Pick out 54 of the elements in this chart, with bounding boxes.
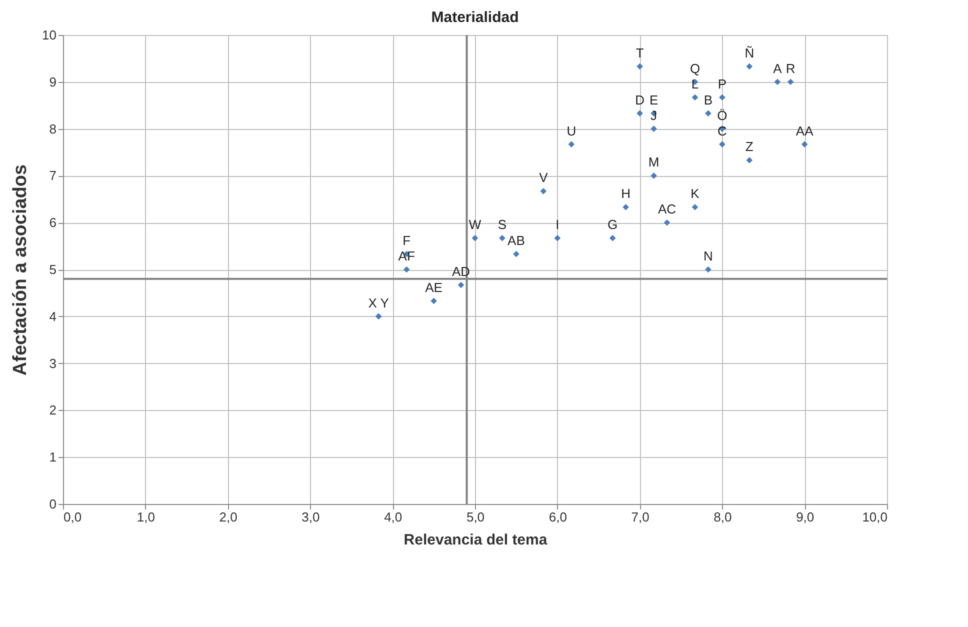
x-tick-label: 2,0	[219, 510, 238, 524]
annotation: AC	[658, 202, 676, 217]
annotation: Y	[380, 295, 390, 310]
y-tick-label: 7	[49, 168, 56, 184]
x-tick-label: 6,0	[548, 510, 567, 524]
annotation: S	[498, 217, 507, 232]
annotation: D	[635, 92, 644, 108]
y-tick-label: 9	[49, 74, 56, 90]
annotation: T	[636, 45, 644, 60]
y-tick-label: 2	[49, 402, 56, 418]
annotation: N	[703, 248, 713, 264]
annotation: R	[786, 60, 796, 76]
y-tick-label: 10	[42, 28, 56, 42]
x-tick-label: 7,0	[631, 510, 650, 524]
x-axis-title: Relevancia del tema	[404, 532, 548, 548]
x-tick-label: 5,0	[466, 510, 485, 524]
annotation: G	[608, 217, 618, 232]
annotation: W	[468, 217, 482, 232]
y-tick-label: 1	[49, 450, 56, 465]
annotation: V	[539, 170, 548, 186]
x-tick-label: 10,0	[862, 510, 888, 524]
x-tick-label: 8,0	[714, 510, 732, 524]
annotation: AE	[425, 280, 443, 295]
annotation: AB	[508, 233, 525, 248]
annotation: AA	[796, 123, 814, 138]
annotation: A	[773, 60, 782, 76]
annotation: P	[718, 76, 727, 92]
annotation: U	[566, 123, 576, 138]
annotation: Ö	[717, 108, 728, 123]
annotation: K	[690, 186, 700, 202]
chart-title: Materialidad	[431, 9, 519, 26]
annotation: M	[648, 154, 660, 170]
annotation: Z	[745, 139, 754, 154]
y-tick-label: 4	[49, 308, 56, 324]
annotation: H	[621, 186, 630, 202]
annotation: I	[556, 217, 560, 232]
annotation: F	[402, 233, 411, 248]
y-tick-label: 8	[49, 121, 56, 136]
x-tick-label: 1,0	[136, 510, 155, 524]
y-tick-label: 3	[49, 356, 56, 371]
y-tick-label: 5	[49, 262, 56, 277]
y-tick-label: 6	[49, 215, 56, 230]
x-tick-label: 9,0	[796, 510, 814, 524]
x-tick-label: 3,0	[302, 510, 320, 524]
annotation: X	[368, 295, 378, 310]
annotation: Ñ	[744, 45, 754, 60]
annotation: E	[649, 92, 658, 108]
x-tick-label: 0,0	[64, 510, 82, 524]
y-axis-title: Afectación a asociados	[10, 164, 32, 376]
x-tick-label: 4,0	[384, 510, 402, 524]
annotation: Q	[690, 60, 700, 76]
annotation: B	[704, 92, 713, 108]
y-tick-label: 0	[49, 496, 56, 512]
annotation: AF	[398, 248, 415, 264]
